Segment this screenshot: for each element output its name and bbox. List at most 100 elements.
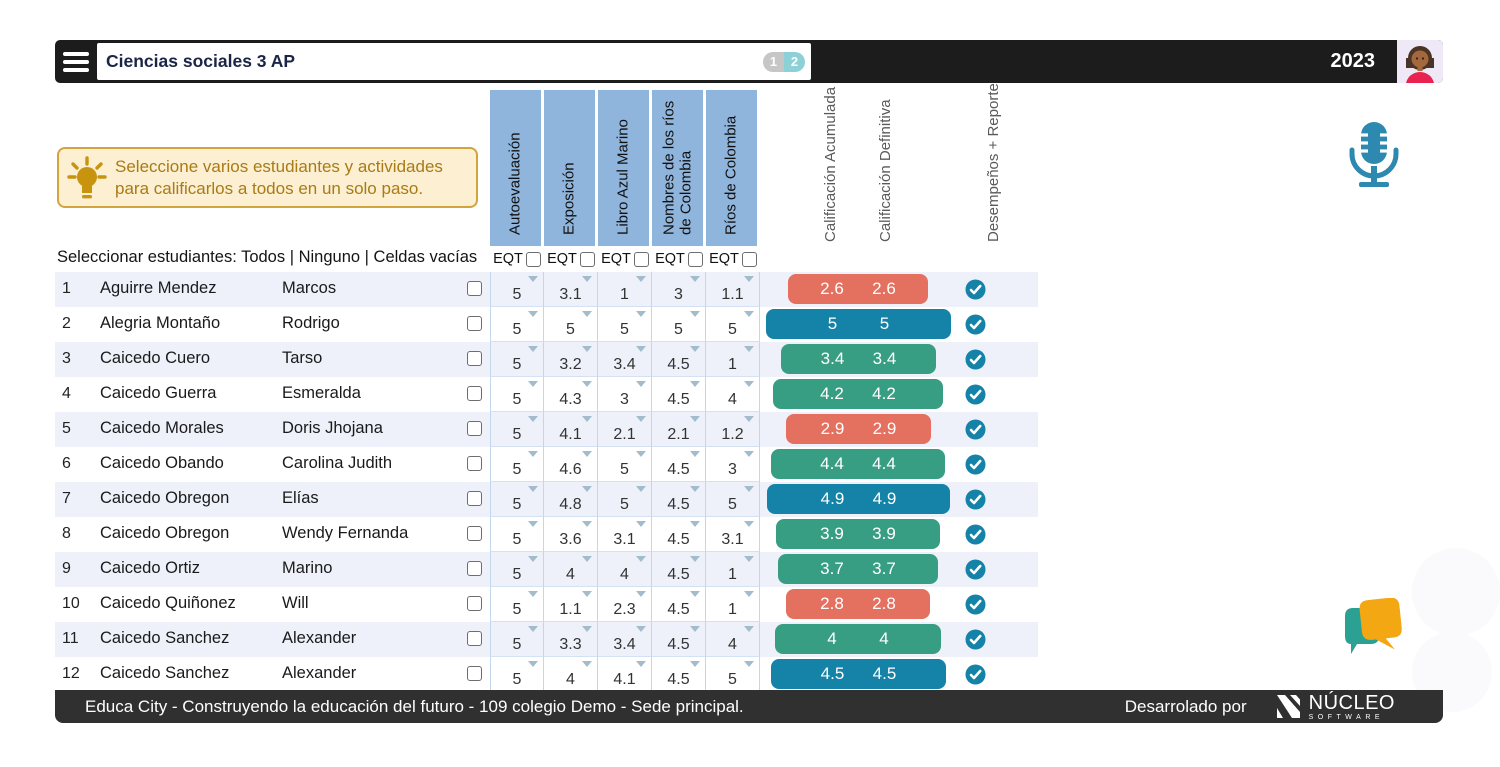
grade-cell[interactable]: 3.6 bbox=[544, 517, 598, 552]
grade-cell[interactable]: 5 bbox=[652, 307, 706, 342]
activity-header[interactable]: Libro Azul Marino bbox=[598, 90, 649, 246]
select-empty-cells-link[interactable]: Celdas vacías bbox=[373, 248, 478, 266]
eqt-checkbox[interactable] bbox=[525, 251, 541, 267]
desempenos-button[interactable] bbox=[965, 559, 986, 580]
desempenos-button[interactable] bbox=[965, 594, 986, 615]
grade-cell[interactable]: 3.1 bbox=[706, 517, 760, 552]
grade-cell[interactable]: 5 bbox=[490, 517, 544, 552]
grade-cell[interactable]: 4.8 bbox=[544, 482, 598, 517]
desempenos-button[interactable] bbox=[965, 664, 986, 685]
grade-cell[interactable]: 5 bbox=[490, 552, 544, 587]
grade-cell[interactable]: 5 bbox=[598, 307, 652, 342]
grade-cell[interactable]: 5 bbox=[490, 377, 544, 412]
grade-cell[interactable]: 4.5 bbox=[652, 622, 706, 657]
desempenos-button[interactable] bbox=[965, 454, 986, 475]
grade-cell[interactable]: 5 bbox=[706, 307, 760, 342]
grade-cell[interactable]: 4 bbox=[544, 552, 598, 587]
grade-cell[interactable]: 4.5 bbox=[652, 377, 706, 412]
desempenos-button[interactable] bbox=[965, 349, 986, 370]
desempenos-button[interactable] bbox=[965, 384, 986, 405]
grade-cell[interactable]: 5 bbox=[490, 412, 544, 447]
grade-cell[interactable]: 1.1 bbox=[706, 272, 760, 307]
grade-cell[interactable]: 4.5 bbox=[652, 482, 706, 517]
activity-header[interactable]: Autoevaluación bbox=[490, 90, 541, 246]
grade-cell[interactable]: 4.5 bbox=[652, 447, 706, 482]
activity-header[interactable]: Ríos de Colombia bbox=[706, 90, 757, 246]
grade-cell[interactable]: 4.1 bbox=[598, 657, 652, 690]
grade-cell[interactable]: 3.3 bbox=[544, 622, 598, 657]
grade-cell[interactable]: 5 bbox=[598, 447, 652, 482]
grade-cell[interactable]: 5 bbox=[490, 307, 544, 342]
activity-header[interactable]: Nombres de los ríos de Colombia bbox=[652, 90, 703, 246]
grade-cell[interactable]: 1.2 bbox=[706, 412, 760, 447]
grade-cell[interactable]: 4.5 bbox=[652, 657, 706, 690]
grade-cell[interactable]: 4 bbox=[706, 622, 760, 657]
chat-button[interactable] bbox=[1341, 597, 1403, 675]
grade-cell[interactable]: 4 bbox=[598, 552, 652, 587]
student-checkbox[interactable] bbox=[467, 596, 482, 611]
student-checkbox[interactable] bbox=[467, 316, 482, 331]
grade-cell[interactable]: 3 bbox=[598, 377, 652, 412]
grade-cell[interactable]: 4.5 bbox=[652, 342, 706, 377]
period-1-button[interactable]: 1 bbox=[763, 51, 784, 72]
grade-cell[interactable]: 4.6 bbox=[544, 447, 598, 482]
student-checkbox[interactable] bbox=[467, 561, 482, 576]
grade-cell[interactable]: 3.2 bbox=[544, 342, 598, 377]
grade-cell[interactable]: 3 bbox=[652, 272, 706, 307]
grade-cell[interactable]: 4.1 bbox=[544, 412, 598, 447]
grade-cell[interactable]: 5 bbox=[490, 657, 544, 690]
desempenos-button[interactable] bbox=[965, 419, 986, 440]
student-checkbox[interactable] bbox=[467, 631, 482, 646]
eqt-checkbox[interactable] bbox=[579, 251, 595, 267]
grade-cell[interactable]: 5 bbox=[490, 482, 544, 517]
select-none-link[interactable]: Ninguno bbox=[298, 248, 361, 266]
grade-cell[interactable]: 5 bbox=[490, 272, 544, 307]
student-checkbox[interactable] bbox=[467, 281, 482, 296]
grade-cell[interactable]: 4.3 bbox=[544, 377, 598, 412]
grade-cell[interactable]: 5 bbox=[544, 307, 598, 342]
desempenos-button[interactable] bbox=[965, 524, 986, 545]
grade-cell[interactable]: 5 bbox=[598, 482, 652, 517]
avatar[interactable] bbox=[1397, 40, 1443, 83]
grade-cell[interactable]: 3.4 bbox=[598, 342, 652, 377]
grade-cell[interactable]: 5 bbox=[490, 447, 544, 482]
course-title-field[interactable]: Ciencias sociales 3 AP 1 2 bbox=[97, 43, 811, 80]
grade-cell[interactable]: 4 bbox=[544, 657, 598, 690]
grade-cell[interactable]: 3.1 bbox=[544, 272, 598, 307]
grade-cell[interactable]: 1 bbox=[706, 552, 760, 587]
year-selector[interactable]: 2023 bbox=[1330, 50, 1376, 72]
grade-cell[interactable]: 2.3 bbox=[598, 587, 652, 622]
eqt-checkbox[interactable] bbox=[633, 251, 649, 267]
grade-cell[interactable]: 4.5 bbox=[652, 587, 706, 622]
grade-cell[interactable]: 1 bbox=[706, 587, 760, 622]
desempenos-button[interactable] bbox=[965, 314, 986, 335]
student-checkbox[interactable] bbox=[467, 491, 482, 506]
eqt-checkbox[interactable] bbox=[687, 251, 703, 267]
grade-cell[interactable]: 4 bbox=[706, 377, 760, 412]
grade-cell[interactable]: 4.5 bbox=[652, 552, 706, 587]
grade-cell[interactable]: 4.5 bbox=[652, 517, 706, 552]
student-checkbox[interactable] bbox=[467, 666, 482, 681]
student-checkbox[interactable] bbox=[467, 456, 482, 471]
grade-cell[interactable]: 5 bbox=[490, 342, 544, 377]
grade-cell[interactable]: 1.1 bbox=[544, 587, 598, 622]
student-checkbox[interactable] bbox=[467, 421, 482, 436]
desempenos-button[interactable] bbox=[965, 279, 986, 300]
student-checkbox[interactable] bbox=[467, 386, 482, 401]
student-checkbox[interactable] bbox=[467, 351, 482, 366]
period-2-button[interactable]: 2 bbox=[784, 51, 805, 72]
grade-cell[interactable]: 2.1 bbox=[652, 412, 706, 447]
desempenos-button[interactable] bbox=[965, 489, 986, 510]
grade-cell[interactable]: 3.4 bbox=[598, 622, 652, 657]
select-all-link[interactable]: Todos bbox=[241, 248, 286, 266]
activity-header[interactable]: Exposición bbox=[544, 90, 595, 246]
grade-cell[interactable]: 5 bbox=[490, 587, 544, 622]
grade-cell[interactable]: 3.1 bbox=[598, 517, 652, 552]
grade-cell[interactable]: 1 bbox=[598, 272, 652, 307]
grade-cell[interactable]: 1 bbox=[706, 342, 760, 377]
grade-cell[interactable]: 5 bbox=[490, 622, 544, 657]
hamburger-menu-icon[interactable] bbox=[55, 51, 97, 72]
grade-cell[interactable]: 5 bbox=[706, 657, 760, 690]
eqt-checkbox[interactable] bbox=[741, 251, 757, 267]
grade-cell[interactable]: 5 bbox=[706, 482, 760, 517]
